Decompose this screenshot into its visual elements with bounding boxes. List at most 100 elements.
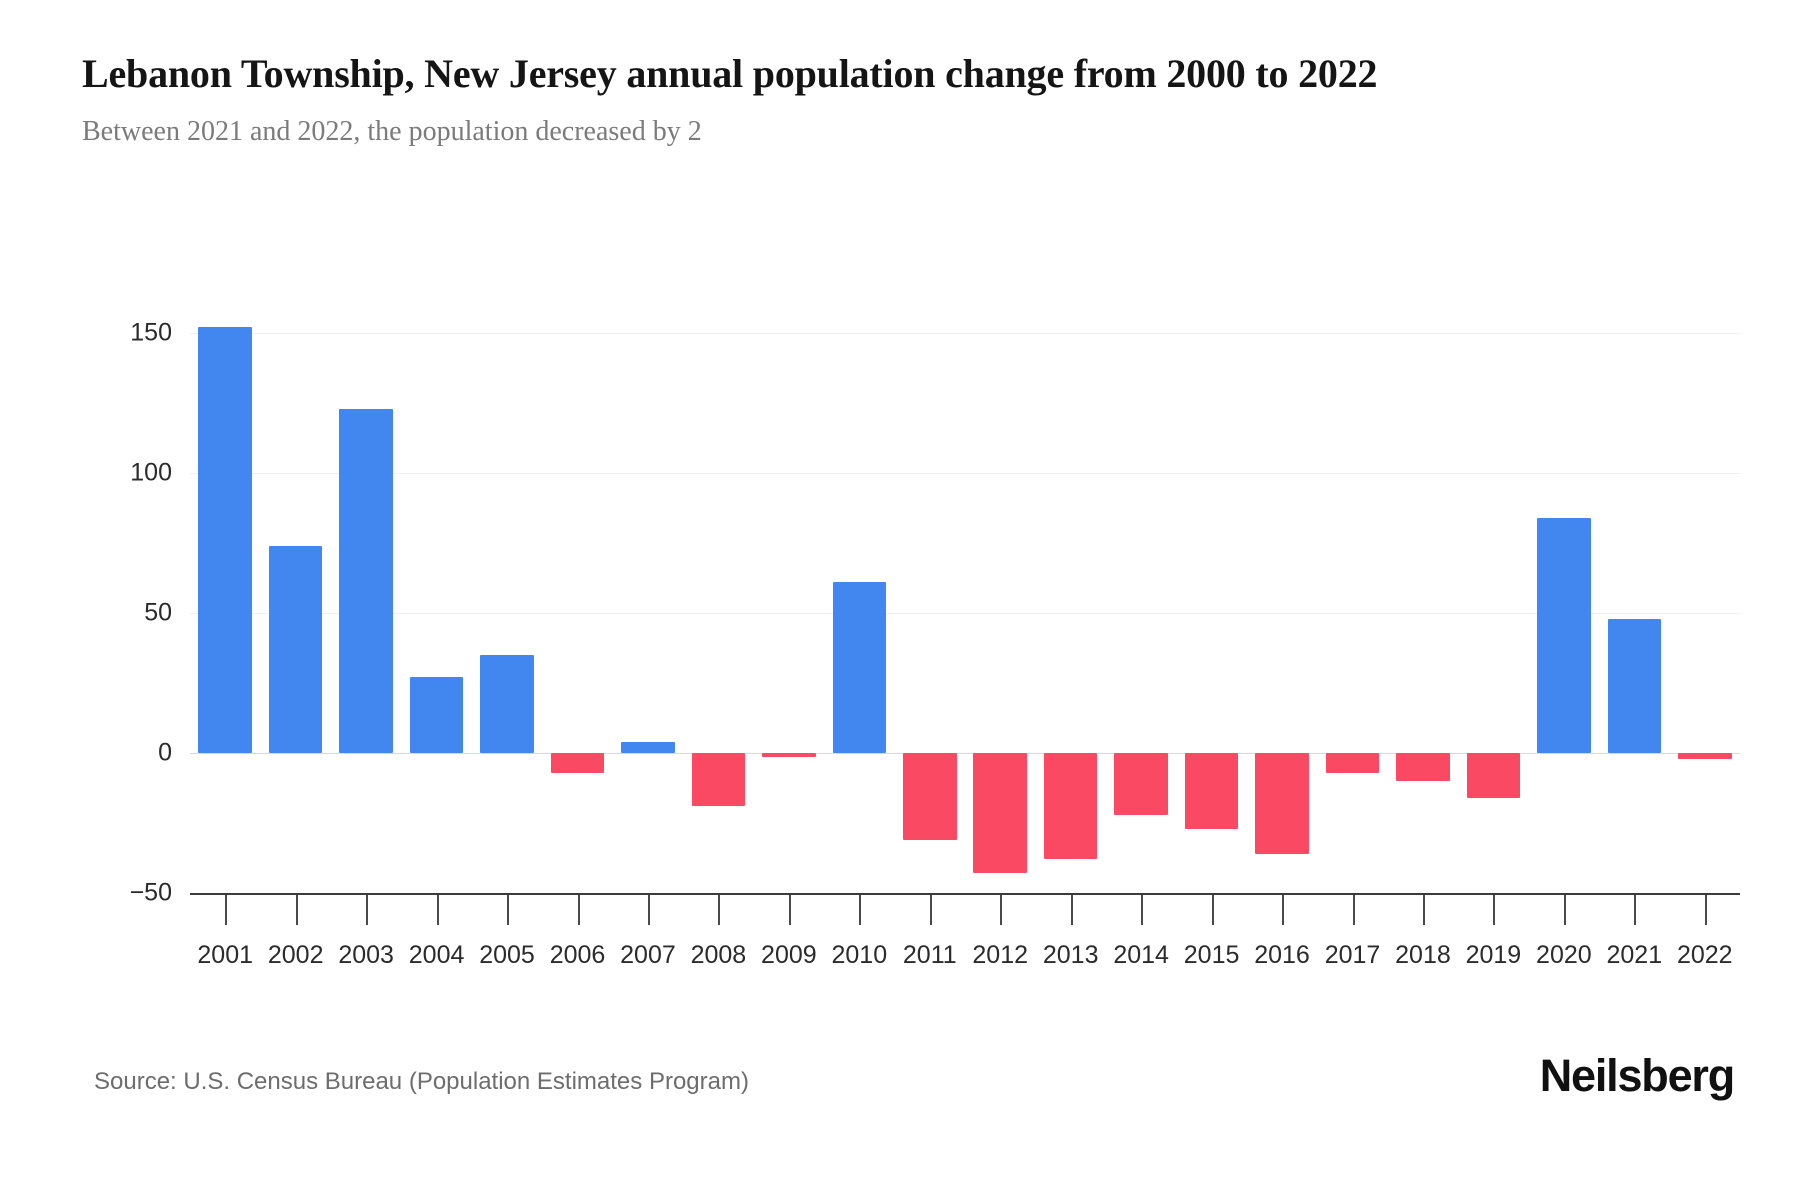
bar-slot bbox=[1317, 305, 1387, 900]
x-axis-tick bbox=[577, 895, 580, 925]
bar-2020[interactable] bbox=[1537, 517, 1591, 753]
x-axis-line bbox=[190, 893, 1740, 895]
bar-2006[interactable] bbox=[550, 753, 605, 773]
bar-2001[interactable] bbox=[198, 327, 252, 753]
bar-slot bbox=[260, 305, 330, 900]
bar-2014[interactable] bbox=[1114, 753, 1168, 815]
x-axis-tick bbox=[1493, 895, 1496, 925]
y-axis-tick-label: 100 bbox=[130, 458, 172, 487]
x-axis-tick-label: 2012 bbox=[972, 941, 1029, 969]
neilsberg-logo: Neilsberg bbox=[1539, 1050, 1735, 1101]
x-axis-tick bbox=[859, 895, 862, 925]
x-axis-tick-label: 2016 bbox=[1254, 941, 1310, 969]
bar-2022[interactable] bbox=[1677, 753, 1732, 759]
x-axis-tick bbox=[929, 895, 932, 925]
x-axis-tick-label: 2019 bbox=[1465, 941, 1522, 969]
x-axis-tick bbox=[436, 895, 439, 925]
x-axis-tick bbox=[507, 895, 510, 925]
bar-2008[interactable] bbox=[691, 753, 746, 807]
bar-2005[interactable] bbox=[480, 655, 534, 753]
gridline-150 bbox=[190, 333, 1740, 334]
bar-slot bbox=[190, 305, 260, 900]
bar-slot bbox=[683, 305, 753, 900]
x-axis-tick-label: 2001 bbox=[197, 941, 254, 969]
plot-canvas: −50 0 50 100 150 2001 2002 2003 2004 2005 2006 200… bbox=[130, 305, 1740, 969]
gridline-100 bbox=[190, 473, 1740, 474]
bar-2016[interactable] bbox=[1255, 753, 1309, 854]
bar-slot bbox=[1106, 305, 1176, 900]
bar-2021[interactable] bbox=[1607, 618, 1662, 753]
x-axis-tick bbox=[647, 895, 650, 925]
x-axis-tick-label: 2005 bbox=[479, 941, 535, 969]
bar-slot bbox=[824, 305, 894, 900]
bar-2010[interactable] bbox=[832, 582, 887, 753]
bar-2012[interactable] bbox=[973, 753, 1027, 874]
x-axis-tick-label: 2007 bbox=[620, 941, 676, 969]
x-axis-tick-label: 2020 bbox=[1536, 941, 1592, 969]
bar-2007[interactable] bbox=[621, 741, 675, 753]
x-axis-tick bbox=[1141, 895, 1144, 925]
x-axis-tick-label: 2010 bbox=[831, 941, 888, 969]
bar-slot bbox=[401, 305, 471, 900]
x-axis-tick bbox=[1000, 895, 1003, 925]
x-axis-tick-label: 2022 bbox=[1676, 941, 1733, 969]
bar-slot bbox=[754, 305, 824, 900]
x-axis-tick-label: 2017 bbox=[1324, 941, 1381, 969]
x-axis-tick bbox=[718, 895, 721, 925]
x-axis-tick-label: 2002 bbox=[267, 941, 324, 969]
bar-2002[interactable] bbox=[268, 545, 323, 753]
x-axis-tick-label: 2003 bbox=[338, 941, 394, 969]
bar-slot bbox=[1458, 305, 1528, 900]
bars-group bbox=[190, 305, 1740, 900]
page-title: Lebanon Township, New Jersey annual popu… bbox=[82, 51, 1378, 96]
bar-2011[interactable] bbox=[902, 753, 957, 840]
x-axis-tick bbox=[1282, 895, 1285, 925]
x-axis-tick bbox=[1211, 895, 1214, 925]
bar-2009[interactable] bbox=[762, 753, 816, 757]
x-axis-tick-label: 2021 bbox=[1606, 941, 1663, 969]
bar-slot bbox=[895, 305, 965, 900]
bar-slot bbox=[331, 305, 401, 900]
bar-slot bbox=[1388, 305, 1458, 900]
y-axis-tick-label: 50 bbox=[144, 598, 172, 627]
source-caption: Source: U.S. Census Bureau (Population E… bbox=[94, 1068, 749, 1095]
x-axis-tick-label: 2015 bbox=[1183, 941, 1240, 969]
chart-subtitle: Between 2021 and 2022, the population de… bbox=[82, 116, 702, 148]
bar-slot bbox=[1247, 305, 1317, 900]
x-axis-tick-label: 2006 bbox=[549, 941, 606, 969]
chart-plot-area: −50 0 50 100 150 2001 2002 2003 2004 2005 2006 200… bbox=[0, 250, 1800, 1010]
gridline-50 bbox=[190, 613, 1740, 614]
bar-2003[interactable] bbox=[339, 408, 393, 753]
x-axis-tick-label: 2004 bbox=[408, 941, 465, 969]
chart-header: Lebanon Township, New Jersey annual popu… bbox=[82, 50, 1782, 149]
y-axis-tick-label: −50 bbox=[129, 878, 172, 907]
x-axis-tick bbox=[366, 895, 369, 925]
bar-slot bbox=[472, 305, 542, 900]
bar-2004[interactable] bbox=[409, 677, 464, 753]
bar-slot bbox=[1670, 305, 1740, 900]
bar-slot bbox=[613, 305, 683, 900]
x-axis-tick-label: 2014 bbox=[1113, 941, 1169, 969]
bar-2015[interactable] bbox=[1184, 753, 1239, 829]
bar-2018[interactable] bbox=[1396, 753, 1450, 781]
bar-2017[interactable] bbox=[1325, 753, 1380, 773]
x-axis-tick-label: 2018 bbox=[1395, 941, 1451, 969]
x-axis-tick bbox=[1704, 895, 1707, 925]
bar-slot bbox=[1035, 305, 1105, 900]
y-axis-tick-label: 0 bbox=[158, 738, 172, 767]
x-axis-tick bbox=[1634, 895, 1637, 925]
x-axis-tick bbox=[1352, 895, 1355, 925]
x-axis-tick-label: 2011 bbox=[902, 941, 957, 969]
y-axis-tick-label: 150 bbox=[130, 318, 172, 347]
bar-slot bbox=[542, 305, 612, 900]
gridline-0 bbox=[190, 753, 1740, 754]
bar-slot bbox=[1529, 305, 1599, 900]
x-axis-tick bbox=[295, 895, 298, 925]
x-axis-tick bbox=[1422, 895, 1425, 925]
x-axis-tick-label: 2009 bbox=[761, 941, 817, 969]
bar-2019[interactable] bbox=[1466, 753, 1521, 798]
x-axis-tick bbox=[1563, 895, 1566, 925]
bar-2013[interactable] bbox=[1043, 753, 1098, 860]
bar-slot bbox=[965, 305, 1035, 900]
x-axis-tick-label: 2013 bbox=[1042, 941, 1099, 969]
